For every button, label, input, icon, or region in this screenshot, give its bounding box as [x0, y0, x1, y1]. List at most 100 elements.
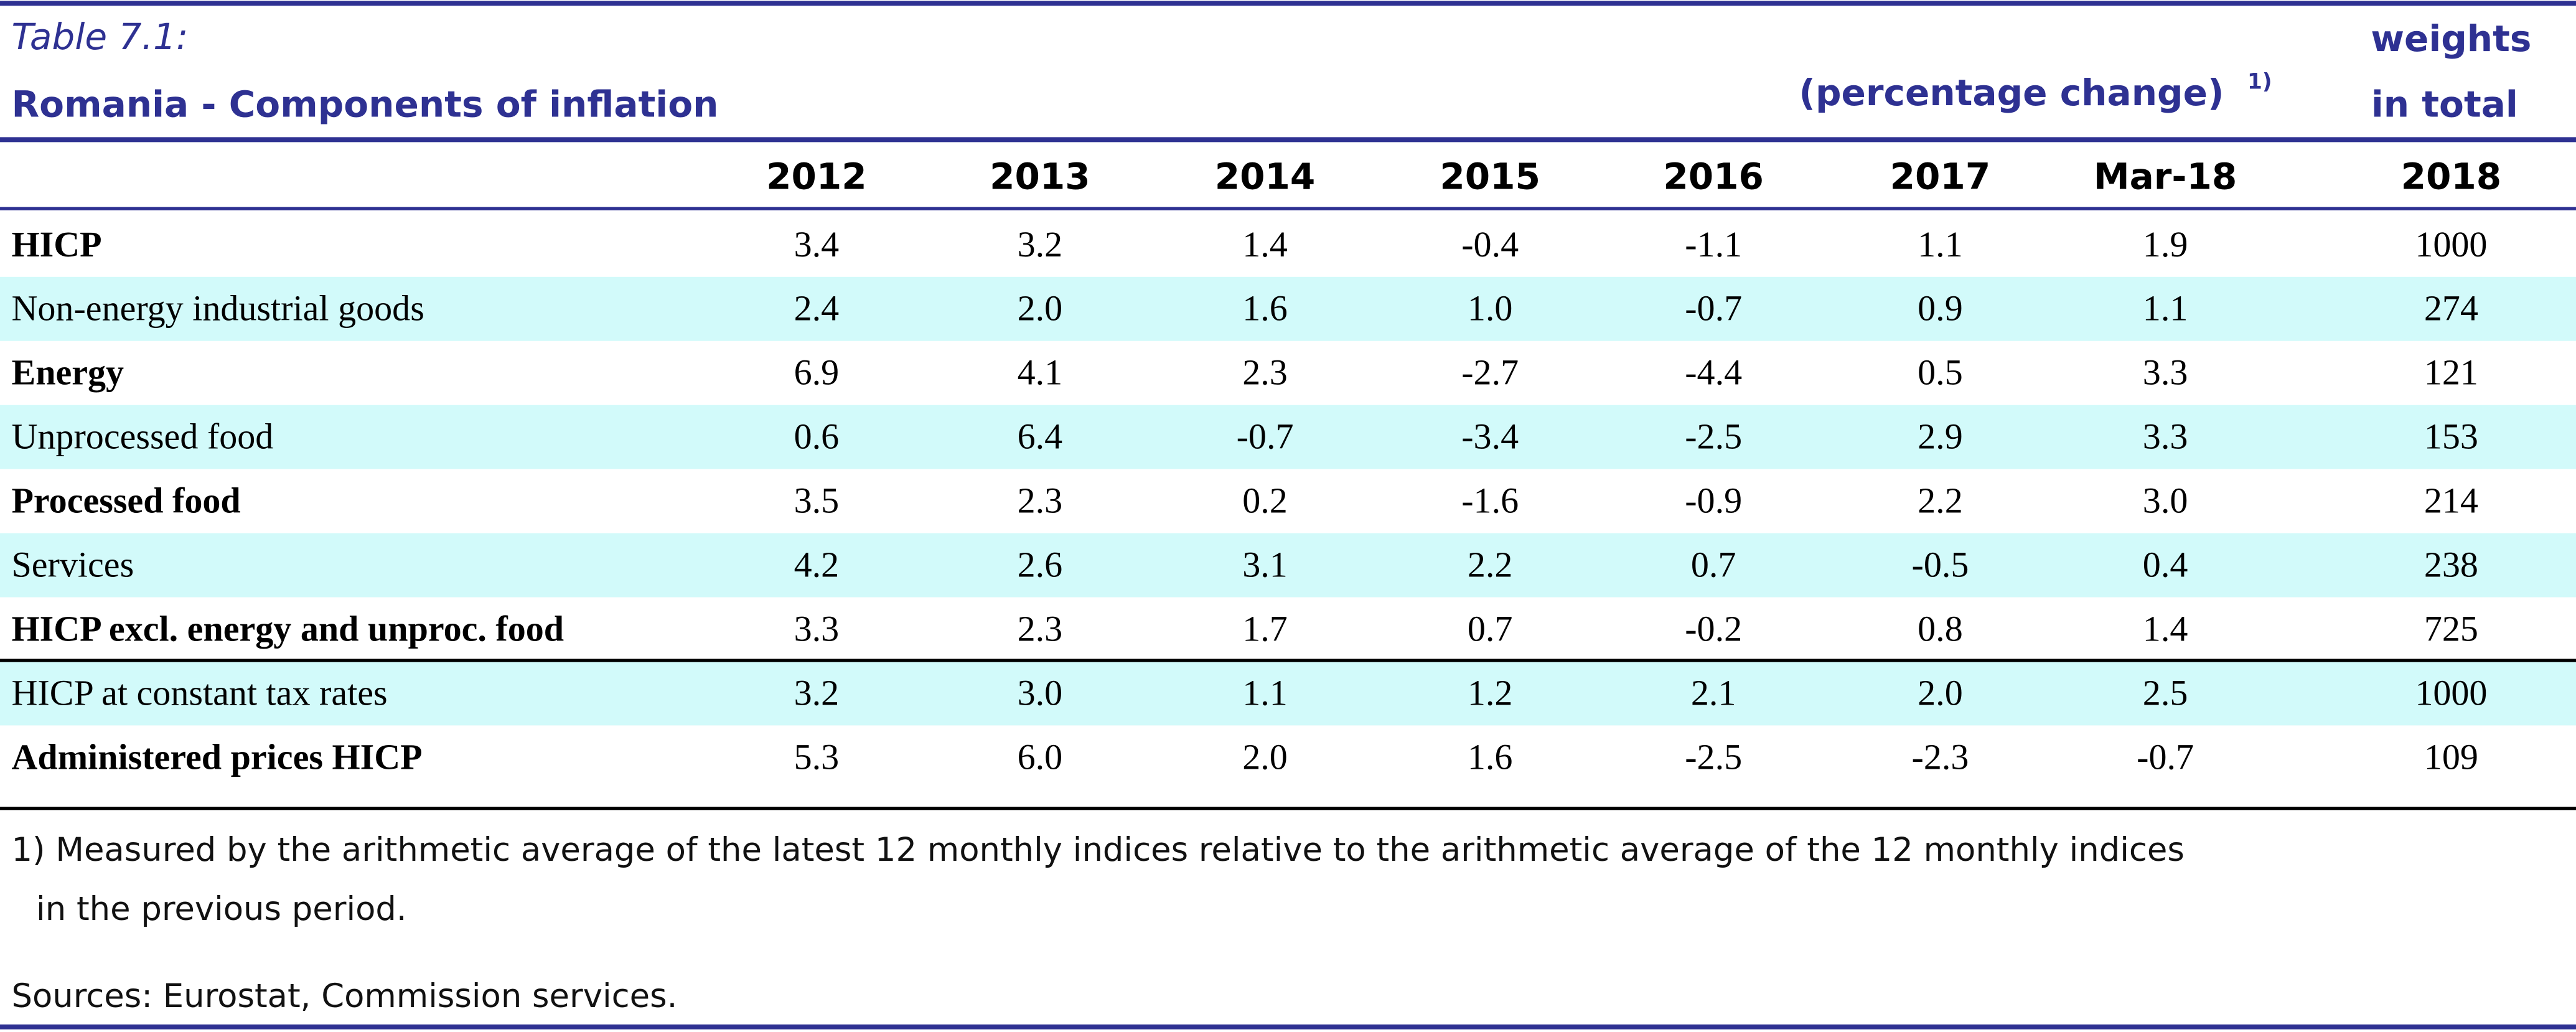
table-title: Romania - Components of inflation [11, 83, 718, 125]
cell: -0.2 [1685, 608, 1742, 649]
cell: 1.4 [2143, 608, 2188, 649]
cell: 1.1 [1918, 224, 1963, 265]
column-header: 2013 [990, 156, 1090, 198]
cell: 214 [2424, 481, 2478, 521]
cell: 4.2 [794, 545, 840, 585]
row-label: HICP excl. energy and unproc. food [11, 608, 564, 649]
column-header: 2018 [2401, 156, 2502, 198]
cell: 2.2 [1918, 481, 1963, 521]
row-bands [0, 276, 2576, 726]
cell: 0.8 [1918, 608, 1963, 649]
cell: -0.7 [1685, 288, 1742, 329]
cell: -0.7 [2137, 736, 2194, 777]
cell: 1.6 [1242, 288, 1288, 329]
cell: 3.0 [2143, 481, 2188, 521]
table-body: 2012 2013 2014 2015 2016 2017 Mar-18 2018 HICP 3.… [11, 156, 2501, 777]
row-band [0, 533, 2576, 598]
row-band [0, 405, 2576, 469]
column-header: Mar-18 [2094, 156, 2237, 198]
cell: 2.5 [2143, 672, 2188, 713]
cell: 2.1 [1691, 672, 1736, 713]
cell: 1.9 [2143, 224, 2188, 265]
cell: 1000 [2415, 224, 2487, 265]
cell: 1000 [2415, 672, 2487, 713]
cell: 2.0 [1018, 288, 1063, 329]
row-label: Energy [11, 352, 124, 393]
cell: -0.9 [1685, 481, 1742, 521]
cell: 6.4 [1018, 416, 1063, 457]
row-label: HICP [11, 224, 101, 265]
cell: 2.0 [1918, 672, 1963, 713]
row-label: Administered prices HICP [11, 736, 422, 777]
row-label: Processed food [11, 481, 240, 521]
cell: 3.5 [794, 481, 840, 521]
cell: 2.9 [1918, 416, 1963, 457]
cell: 2.0 [1242, 736, 1288, 777]
cell: -2.3 [1911, 736, 1969, 777]
cell: 2.3 [1242, 352, 1288, 393]
column-header: 2016 [1663, 156, 1764, 198]
cell: 5.3 [794, 736, 840, 777]
footnote: in the previous period. [36, 890, 407, 928]
column-header: 2014 [1215, 156, 1316, 198]
cell: 0.2 [1242, 481, 1288, 521]
cell: 109 [2424, 736, 2478, 777]
cell: 1.0 [1468, 288, 1513, 329]
cell: 1.1 [1242, 672, 1288, 713]
cell: 2.6 [1018, 545, 1063, 585]
cell: 1.6 [1468, 736, 1513, 777]
cell: -2.5 [1685, 736, 1742, 777]
cell: 0.6 [794, 416, 840, 457]
column-header: 2017 [1890, 156, 1991, 198]
footnote: 1) Measured by the arithmetic average of… [11, 831, 2184, 869]
cell: 3.3 [2143, 416, 2188, 457]
cell: 2.3 [1018, 608, 1063, 649]
cell: 1.4 [1242, 224, 1288, 265]
row-label: Unprocessed food [11, 416, 273, 457]
cell: 2.3 [1018, 481, 1063, 521]
cell: 725 [2424, 608, 2478, 649]
weights-heading: weights [2371, 17, 2531, 60]
cell: -1.6 [1461, 481, 1519, 521]
cell: -3.4 [1461, 416, 1519, 457]
cell: 0.7 [1691, 545, 1736, 585]
cell: 1.7 [1242, 608, 1288, 649]
row-label: Services [11, 545, 134, 585]
cell: 3.2 [794, 672, 840, 713]
cell: 3.3 [2143, 352, 2188, 393]
cell: 2.2 [1468, 545, 1513, 585]
row-label: Non-energy industrial goods [11, 288, 424, 329]
cell: 3.2 [1018, 224, 1063, 265]
cell: 1.2 [1468, 672, 1513, 713]
cell: 153 [2424, 416, 2478, 457]
cell: 238 [2424, 545, 2478, 585]
cell: 6.0 [1018, 736, 1063, 777]
cell: -0.4 [1461, 224, 1519, 265]
cell: -2.7 [1461, 352, 1519, 393]
cell: 3.0 [1018, 672, 1063, 713]
unit: (percentage change) [1799, 72, 2224, 114]
cell: 2.4 [794, 288, 840, 329]
cell: 3.4 [794, 224, 840, 265]
cell: -1.1 [1685, 224, 1742, 265]
cell: 0.5 [1918, 352, 1963, 393]
cell: 3.3 [794, 608, 840, 649]
source: Sources: Eurostat, Commission services. [11, 977, 677, 1015]
cell: 4.1 [1018, 352, 1063, 393]
weights-heading: in total [2371, 83, 2518, 125]
column-header: 2012 [766, 156, 867, 198]
cell: 0.4 [2143, 545, 2188, 585]
unit-note: 1) [2247, 70, 2272, 95]
row-band [0, 661, 2576, 726]
cell: -4.4 [1685, 352, 1742, 393]
cell: 3.1 [1242, 545, 1288, 585]
cell: -2.5 [1685, 416, 1742, 457]
row-label: HICP at constant tax rates [11, 672, 387, 713]
cell: 0.9 [1918, 288, 1963, 329]
cell: 121 [2424, 352, 2478, 393]
cell: 1.1 [2143, 288, 2188, 329]
table-label: Table 7.1: [11, 16, 188, 58]
cell: -0.7 [1237, 416, 1294, 457]
